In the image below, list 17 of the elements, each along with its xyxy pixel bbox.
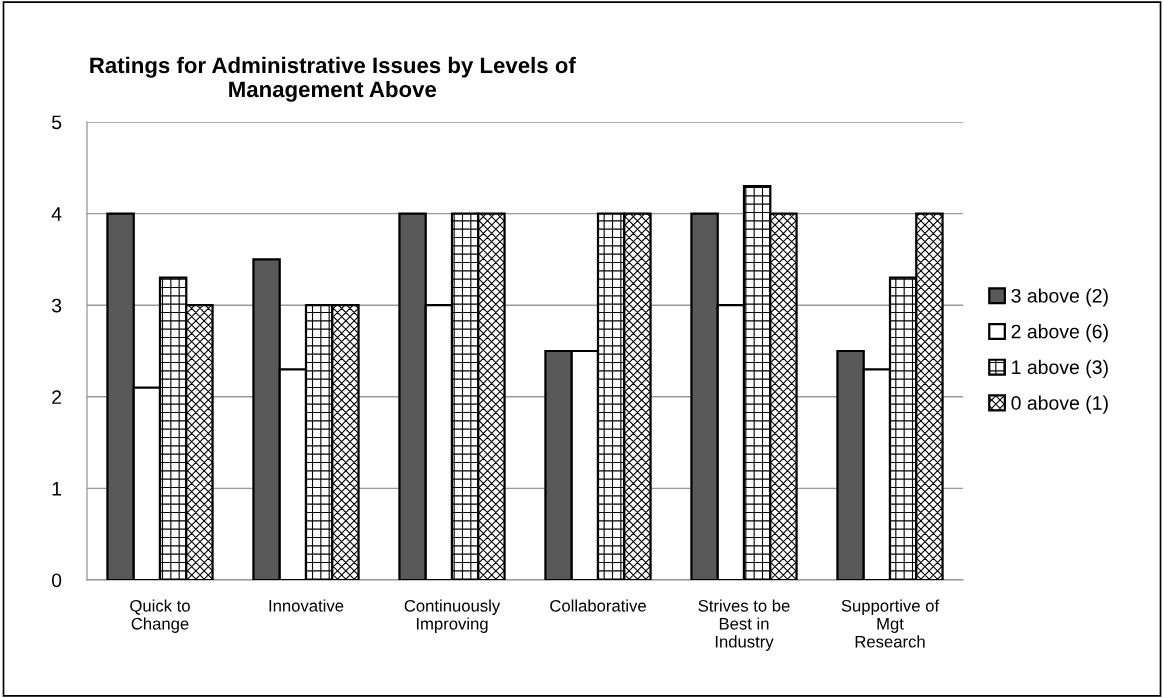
y-tick-label: 5 [51, 115, 62, 130]
legend-label: 2 above (6) [1011, 324, 1108, 343]
y-tick-label: 4 [51, 207, 62, 221]
y-tick-label: 1 [52, 482, 62, 496]
x-tick-label: Quick to Change [130, 599, 190, 633]
x-tick-label: Continuously Improving [404, 599, 501, 633]
legend-label: 3 above (2) [1011, 288, 1108, 307]
x-tick-label: Collaborative [550, 599, 646, 612]
y-tick-label: 2 [52, 390, 62, 404]
x-tick-label: Strives to be Best in Industry [698, 599, 790, 651]
legend-label: 0 above (1) [1011, 395, 1108, 414]
legend-label: 1 above (3) [1012, 359, 1108, 378]
chart-title: Ratings for Administrative Issues by Levels of Management Above [90, 56, 576, 102]
y-tick-label: 3 [51, 298, 62, 313]
y-tick-label: 0 [51, 573, 62, 588]
x-tick-label: Supportive of Mgt Research [841, 599, 940, 648]
x-tick-label: Innovative [269, 599, 344, 612]
